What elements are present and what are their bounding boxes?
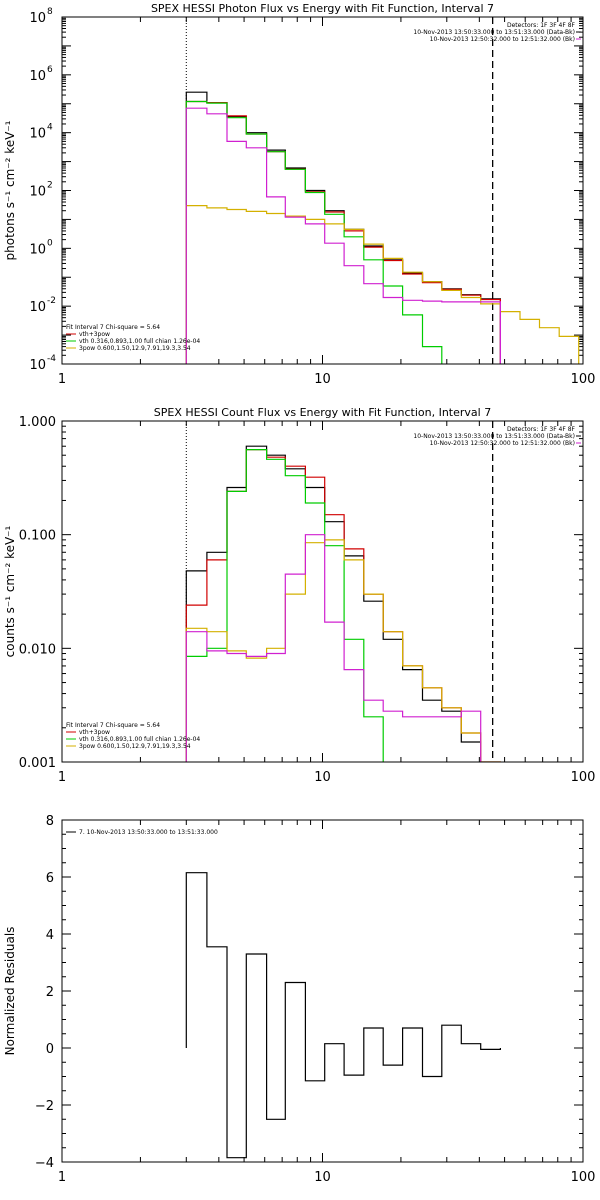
series-bk [185, 107, 501, 364]
legend-entry-right: 10-Nov-2013 12:50:32.000 to 12:51:32.000… [430, 440, 575, 447]
series-3pow [185, 205, 580, 364]
y-tick-label: 4 [46, 928, 54, 943]
x-tick-label: 10 [314, 1170, 331, 1185]
legend-entry-right: 10-Nov-2013 13:50:33.000 to 13:51:33.000… [413, 29, 575, 36]
x-tick-label: 10 [314, 372, 331, 387]
x-tick-label: 100 [571, 1170, 596, 1185]
x-tick-label: 100 [571, 770, 596, 785]
series-layer [185, 872, 501, 1159]
x-tick-label: 1 [58, 372, 66, 387]
y-tick-label-exponent: 0 [47, 238, 53, 248]
legend-entry-right: Detectors: 1F 3F 4F 8F [507, 426, 576, 433]
chart-resid: Normalized Residuals 1 10 100 −4 −2 0 2 4 6 8 7. 10… [3, 814, 595, 1185]
series-data-bk [185, 445, 482, 762]
y-tick-label: 0 [46, 1042, 54, 1057]
chart-count: SPEX HESSI Count Flux vs Energy with Fit… [3, 406, 596, 785]
y-tick-label: 10 [29, 185, 46, 200]
legend-entry-right: Detectors: 1F 3F 4F 8F [507, 22, 576, 29]
y-tick-label-exponent: 6 [47, 65, 53, 75]
plot-frame [61, 420, 584, 763]
legend-entry-right: 10-Nov-2013 13:50:33.000 to 13:51:33.000… [413, 433, 575, 440]
y-tick-label: 10 [29, 300, 46, 315]
y-tick-label: 8 [46, 814, 54, 829]
legend-entry-left: 3pow 0.600,1.50,12.9,7.91,19.3,3.54 [79, 345, 191, 352]
series-layer [185, 445, 501, 762]
y-tick-label: 0.100 [19, 529, 56, 544]
chart-title: SPEX HESSI Count Flux vs Energy with Fit… [154, 406, 491, 419]
y-tick-label: 10 [29, 127, 46, 142]
legend-entry-left: Fit Interval 7 Chi-square = 5.64 [66, 722, 160, 729]
y-tick-label: 2 [46, 985, 54, 1000]
y-tick-label-exponent: -4 [47, 354, 56, 364]
series-layer [185, 91, 580, 364]
chart-photon: SPEX HESSI Photon Flux vs Energy with Fi… [3, 2, 596, 387]
x-tick-label: 1 [58, 770, 66, 785]
legend-entry-left: vth 0.316,0.893,1.00 full chian 1.26e-04 [79, 338, 200, 345]
y-tick-label: 1.000 [19, 415, 56, 430]
y-tick-label: −4 [35, 1156, 54, 1171]
plot-frame [61, 16, 584, 365]
y-tick-label: 10 [29, 358, 46, 373]
legend-entry-left: Fit Interval 7 Chi-square = 5.64 [66, 324, 160, 331]
y-tick-label-exponent: 8 [47, 7, 53, 17]
y-tick-label: −2 [35, 1099, 54, 1114]
y-tick-label: 10 [29, 242, 46, 257]
legend-entry-left: vth 0.316,0.893,1.00 full chian 1.26e-04 [79, 736, 200, 743]
series-7 [185, 872, 501, 1159]
legend-entry-left: vth+3pow [79, 331, 110, 338]
y-tick-label: 10 [29, 11, 46, 26]
y-tick-label-exponent: 2 [47, 181, 53, 191]
series-data-bk [185, 91, 501, 364]
series-vth-3pow [185, 449, 501, 762]
x-tick-label: 1 [58, 1170, 66, 1185]
series-vth [185, 100, 443, 364]
y-tick-label-exponent: -2 [47, 296, 56, 306]
x-tick-label: 10 [314, 770, 331, 785]
legend-entry-left: vth+3pow [79, 729, 110, 736]
series-vth [185, 449, 384, 762]
series-vth-3pow [185, 100, 501, 364]
plot-frame [61, 819, 584, 1163]
y-tick-label: 6 [46, 871, 54, 886]
series-3pow [185, 539, 501, 762]
y-tick-label: 10 [29, 69, 46, 84]
y-tick-label-exponent: 4 [47, 123, 53, 133]
y-tick-label: 0.001 [19, 756, 56, 771]
legend-entry-left: 3pow 0.600,1.50,12.9,7.91,19.3,3.54 [79, 743, 191, 750]
y-tick-label: 0.010 [19, 642, 56, 657]
legend-entry-left: 7. 10-Nov-2013 13:50:33.000 to 13:51:33.… [79, 829, 218, 836]
legend-entry-right: 10-Nov-2013 12:50:32.000 to 12:51:32.000… [430, 36, 575, 43]
y-axis-label: photons s⁻¹ cm⁻² keV⁻¹ [3, 120, 17, 260]
chart-title: SPEX HESSI Photon Flux vs Energy with Fi… [151, 2, 494, 15]
series-bk [185, 534, 482, 762]
y-axis-label: counts s⁻¹ cm⁻² keV⁻¹ [3, 525, 17, 657]
x-tick-label: 100 [571, 372, 596, 387]
y-axis-label: Normalized Residuals [3, 927, 17, 1056]
